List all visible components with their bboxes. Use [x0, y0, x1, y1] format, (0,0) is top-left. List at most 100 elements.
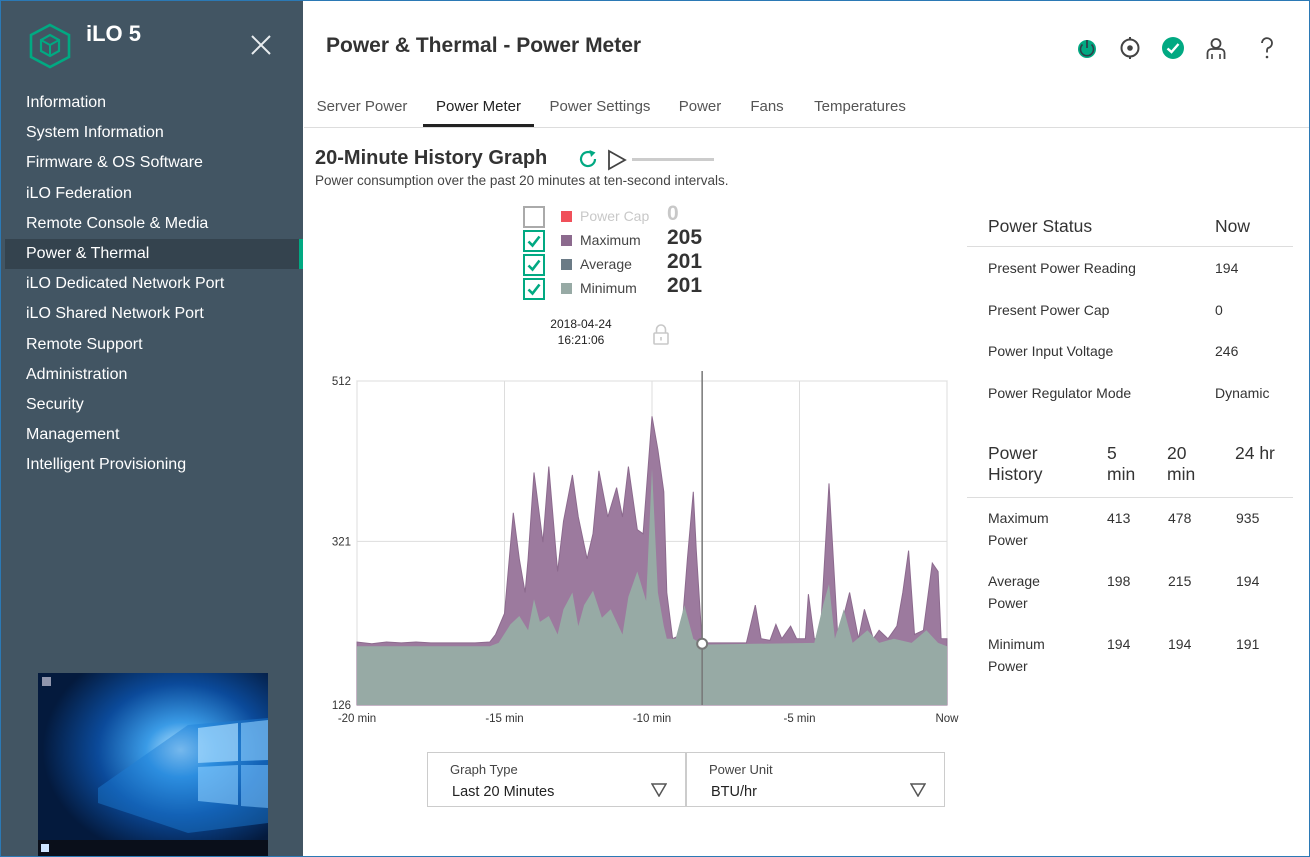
sidebar-item-intelligent-provisioning[interactable]: Intelligent Provisioning — [26, 456, 187, 474]
tab-power[interactable]: Power — [678, 98, 722, 115]
cursor-timestamp: 2018-04-24 16:21:06 — [541, 316, 621, 348]
check-icon — [527, 235, 541, 248]
row-value: 0 — [1215, 302, 1223, 318]
row-label: Maximum Power — [988, 510, 1049, 548]
power-history-heading: Power History — [988, 443, 1043, 484]
sidebar-item-administration[interactable]: Administration — [26, 365, 128, 383]
x-tick-label: -10 min — [633, 713, 671, 725]
table-row: Minimum Power 194 194 191 — [967, 633, 1293, 693]
row-label: Present Power Reading — [988, 260, 1136, 276]
table-row: Power Input Voltage 246 — [967, 343, 1293, 383]
tab-server-power[interactable]: Server Power — [316, 98, 408, 115]
sidebar: iLO 5 Information System Information Fir… — [1, 1, 303, 856]
sidebar-item-ilo-federation[interactable]: iLO Federation — [26, 184, 132, 202]
desktop-preview-image — [38, 673, 268, 856]
row-label: Power Input Voltage — [988, 343, 1114, 359]
power-icon[interactable] — [1075, 36, 1099, 60]
value-24-hr: 194 — [1236, 573, 1260, 589]
page-title: Power & Thermal - Power Meter — [326, 34, 642, 57]
time-cursor-handle — [696, 637, 709, 650]
row-value: 194 — [1215, 260, 1239, 276]
history-graph-title: 20-Minute History Graph — [315, 147, 548, 169]
graph-type-dropdown[interactable]: Graph Type Last 20 Minutes — [427, 752, 686, 807]
sidebar-item-remote-support[interactable]: Remote Support — [26, 335, 143, 353]
uid-locate-icon[interactable] — [1118, 36, 1142, 60]
power-cap-swatch — [561, 211, 572, 222]
now-heading: Now — [1215, 216, 1251, 236]
sidebar-item-management[interactable]: Management — [26, 426, 120, 444]
y-tick-label: 126 — [332, 700, 351, 712]
lock-icon[interactable] — [652, 323, 670, 345]
tab-bar: Server Power Power Meter Power Settings … — [304, 87, 1309, 128]
sidebar-item-system-information[interactable]: System Information — [26, 124, 164, 142]
power-status-heading: Power Status — [988, 216, 1093, 236]
check-icon — [527, 283, 541, 296]
cursor-date: 2018-04-24 — [550, 317, 612, 331]
series-minimum-area — [357, 468, 947, 705]
col-5-min: 5 min — [1107, 443, 1136, 484]
table-row: Power Regulator Mode Dynamic — [967, 385, 1293, 425]
close-icon[interactable] — [248, 32, 274, 58]
table-row: Maximum Power 413 478 935 — [967, 507, 1293, 567]
sidebar-item-firmware-os-software[interactable]: Firmware & OS Software — [26, 154, 203, 172]
value-5-min: 198 — [1107, 573, 1131, 589]
legend-value: 205 — [667, 226, 703, 249]
power-status-header: Power Status Now — [967, 206, 1293, 247]
table-row: Average Power 198 215 194 — [967, 570, 1293, 630]
average-checkbox[interactable] — [523, 254, 545, 276]
maximum-checkbox[interactable] — [523, 230, 545, 252]
row-label: Present Power Cap — [988, 302, 1110, 318]
row-label: Power Regulator Mode — [988, 385, 1132, 401]
user-icon[interactable] — [1204, 36, 1228, 60]
playback-slider[interactable] — [632, 158, 714, 161]
x-tick-label: Now — [935, 713, 959, 725]
row-value: 246 — [1215, 343, 1239, 359]
power-cap-checkbox[interactable] — [523, 206, 545, 228]
legend-label: Maximum — [580, 232, 641, 248]
col-24-hr: 24 hr — [1235, 443, 1275, 463]
play-icon[interactable] — [606, 149, 628, 171]
value-5-min: 413 — [1107, 510, 1131, 526]
legend-value: 201 — [667, 274, 703, 297]
tab-power-meter[interactable]: Power Meter — [423, 87, 534, 127]
value-20-min: 194 — [1168, 636, 1192, 652]
tab-fans[interactable]: Fans — [750, 98, 784, 115]
value-20-min: 478 — [1168, 510, 1192, 526]
sidebar-item-dedicated-network-port[interactable]: iLO Dedicated Network Port — [26, 275, 225, 293]
x-tick-label: -15 min — [485, 713, 523, 725]
sidebar-item-remote-console-media[interactable]: Remote Console & Media — [26, 214, 209, 232]
power-unit-dropdown[interactable]: Power Unit BTU/hr — [686, 752, 945, 807]
value-24-hr: 935 — [1236, 510, 1260, 526]
refresh-icon[interactable] — [577, 148, 599, 170]
sidebar-item-information[interactable]: Information — [26, 94, 107, 111]
power-history-chart[interactable]: 512 321 126-20 min -15 min -10 min -5 min Now — [321, 366, 971, 736]
table-row: Present Power Reading 194 — [967, 260, 1293, 300]
value-5-min: 194 — [1107, 636, 1131, 652]
maximum-swatch — [561, 235, 572, 246]
power-unit-label: Power Unit — [709, 762, 773, 777]
sidebar-nav: Information System Information Firmware … — [1, 88, 303, 480]
help-icon[interactable] — [1255, 36, 1279, 60]
tab-temperatures[interactable]: Temperatures — [814, 98, 906, 115]
remote-console-thumbnail[interactable] — [38, 673, 268, 856]
history-graph-description: Power consumption over the past 20 minut… — [315, 173, 729, 188]
tab-power-settings[interactable]: Power Settings — [549, 98, 651, 115]
graph-type-label: Graph Type — [450, 762, 518, 777]
sidebar-item-security[interactable]: Security — [26, 395, 84, 413]
table-row: Present Power Cap 0 — [967, 302, 1293, 342]
legend-value: 201 — [667, 250, 703, 273]
check-icon — [527, 259, 541, 272]
minimum-checkbox[interactable] — [523, 278, 545, 300]
legend-label: Average — [580, 256, 632, 272]
sidebar-item-power-thermal[interactable]: Power & Thermal — [5, 238, 303, 270]
power-history-header: Power History 5 min 20 min 24 hr — [967, 443, 1293, 498]
legend-value: 0 — [667, 202, 679, 225]
health-ok-icon[interactable] — [1161, 36, 1185, 60]
sidebar-item-shared-network-port[interactable]: iLO Shared Network Port — [26, 305, 204, 323]
x-tick-label: -20 min — [338, 713, 376, 725]
chevron-down-icon — [910, 783, 926, 797]
power-unit-value: BTU/hr — [711, 784, 757, 800]
value-20-min: 215 — [1168, 573, 1192, 589]
x-tick-label: -5 min — [784, 713, 816, 725]
